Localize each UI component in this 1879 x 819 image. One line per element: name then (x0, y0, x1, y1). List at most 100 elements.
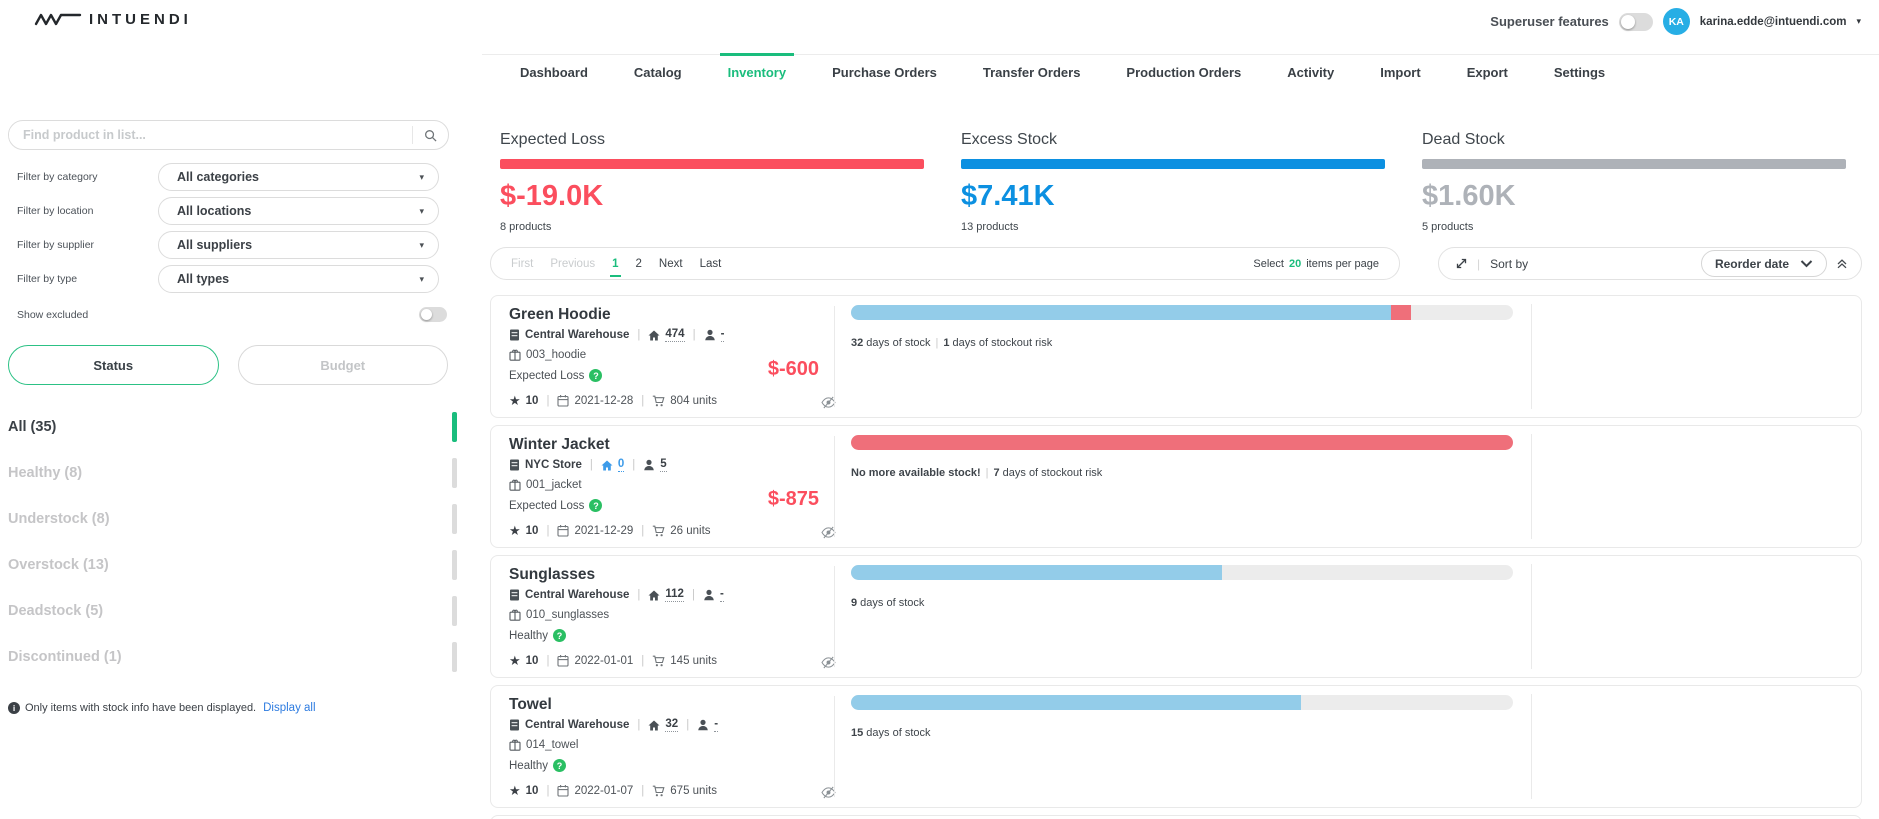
question-icon[interactable]: ? (553, 629, 566, 642)
expected-loss-value: $-600 (767, 358, 819, 380)
hide-product-button[interactable] (821, 526, 836, 539)
sidebar-item-all-35[interactable]: All (35) (0, 404, 457, 450)
product-status-label: Expected Loss (509, 499, 585, 512)
tab-settings[interactable]: Settings (1553, 65, 1606, 80)
question-icon[interactable]: ? (589, 369, 603, 382)
filter-value: All suppliers (177, 238, 253, 252)
status-filter-list: All (35) Healthy (8) Understock (8) Over… (0, 404, 457, 680)
tab-import[interactable]: Import (1380, 65, 1421, 80)
product-card-green-hoodie[interactable]: Green Hoodie Central Warehouse | 474 | -… (490, 295, 1862, 418)
kpi-value: $1.60K (1422, 180, 1516, 212)
star-icon: ★ (509, 652, 521, 668)
status-label: Healthy (8) (8, 465, 83, 481)
tab-export[interactable]: Export (1466, 65, 1508, 80)
stock-bar-area: 32 days of stock | 1 days of stockout risk (851, 305, 1513, 349)
filter-select-type[interactable]: All types ▾ (158, 265, 439, 293)
stock-bar (851, 305, 1513, 320)
tab-dashboard[interactable]: Dashboard (520, 65, 588, 80)
hide-product-button[interactable] (821, 656, 836, 669)
sidebar-item-overstock-13[interactable]: Overstock (13) (0, 542, 457, 588)
hide-product-button[interactable] (821, 786, 836, 799)
product-card-towel[interactable]: Towel Central Warehouse | 32 | - 014_tow… (490, 685, 1862, 808)
question-icon[interactable]: ? (589, 499, 603, 512)
sidebar-item-discontinued-1[interactable]: Discontinued (1) (0, 634, 457, 680)
filter-select-location[interactable]: All locations ▾ (158, 197, 439, 225)
on-hand-value[interactable]: 112 (665, 588, 684, 602)
on-hand-value[interactable]: 32 (665, 718, 679, 732)
logo-text: INTUENDI (89, 10, 192, 28)
tab-purchase-orders[interactable]: Purchase Orders (832, 65, 937, 80)
kpi-products-count: 8 products (500, 221, 552, 233)
pagination-first[interactable]: First (511, 257, 534, 270)
user-email[interactable]: karina.edde@intuendi.com (1699, 15, 1847, 28)
on-hand-value[interactable]: 0 (617, 458, 625, 472)
expand-icon[interactable] (1455, 257, 1468, 270)
pagination-previous[interactable]: Previous (550, 257, 596, 270)
pagination-last[interactable]: Last (699, 257, 722, 270)
product-card-winter-jacket[interactable]: Winter Jacket NYC Store | 0 | 5 001_jack… (490, 425, 1862, 548)
pagination-next[interactable]: Next (658, 257, 683, 270)
product-sku: 001_jacket (526, 478, 582, 491)
on-hand-value[interactable]: 474 (665, 328, 685, 342)
sort-direction-icon[interactable] (1837, 258, 1847, 269)
kpi-value: $7.41K (961, 180, 1055, 212)
sort-field-select[interactable]: Reorder date (1700, 250, 1827, 277)
user-menu-caret-icon[interactable]: ▾ (1856, 16, 1861, 26)
tab-inventory[interactable]: Inventory (719, 53, 794, 88)
sidebar-item-deadstock-5[interactable]: Deadstock (5) (0, 588, 457, 634)
per-page-value[interactable]: 20 (1288, 257, 1302, 270)
stock-bar-segment (851, 435, 1513, 450)
product-location-line: NYC Store | 0 | 5 (509, 458, 834, 472)
search-box (8, 120, 449, 150)
intuendi-logo[interactable]: INTUENDI (34, 9, 192, 29)
kpi-bar (500, 159, 924, 169)
status-button[interactable]: Status (8, 345, 219, 385)
supplier-value[interactable]: - (714, 718, 719, 732)
filter-select-supplier[interactable]: All suppliers ▾ (158, 231, 439, 259)
supplier-value[interactable]: - (720, 328, 725, 342)
search-button[interactable] (412, 126, 448, 144)
stock-bar-area: No more available stock! | 7 days of stock… (851, 435, 1513, 479)
status-label: Deadstock (5) (8, 603, 104, 619)
calendar-icon (557, 655, 570, 667)
logo-wave-icon (34, 13, 82, 26)
tab-production-orders[interactable]: Production Orders (1126, 65, 1242, 80)
product-location-line: Central Warehouse | 112 | - (509, 588, 834, 602)
tab-transfer-orders[interactable]: Transfer Orders (982, 65, 1081, 80)
product-card-sunglasses[interactable]: Sunglasses Central Warehouse | 112 | - 0… (490, 555, 1862, 678)
home-icon (648, 330, 660, 340)
filter-select-category[interactable]: All categories ▾ (158, 163, 439, 191)
cart-icon (653, 785, 665, 796)
pagination-page-2[interactable]: 2 (635, 257, 642, 270)
status-indicator-bar (452, 504, 457, 534)
filter-row: Filter by supplier All suppliers ▾ (0, 231, 457, 259)
display-all-link[interactable]: Display all (263, 702, 316, 714)
sidebar-item-understock-8[interactable]: Understock (8) (0, 496, 457, 542)
status-indicator-bar (452, 458, 457, 488)
stock-bar-segment (1390, 305, 1412, 320)
superuser-toggle[interactable] (1618, 12, 1653, 31)
pagination-page-1[interactable]: 1 (609, 257, 622, 277)
card-divider (1531, 694, 1532, 799)
card-divider (834, 436, 835, 537)
hide-product-button[interactable] (821, 396, 836, 409)
show-excluded-toggle[interactable] (419, 307, 447, 322)
search-input[interactable] (9, 128, 412, 142)
product-card-partial (490, 815, 1862, 819)
divider: | (1477, 256, 1481, 271)
tab-activity[interactable]: Activity (1287, 65, 1335, 80)
eye-slash-icon (821, 656, 836, 669)
stock-bar (851, 565, 1513, 580)
avatar[interactable]: KA (1662, 8, 1690, 35)
sidebar-item-healthy-8[interactable]: Healthy (8) (0, 450, 457, 496)
tab-catalog[interactable]: Catalog (633, 65, 682, 80)
warehouse-name: NYC Store (525, 459, 582, 471)
supplier-value[interactable]: - (719, 588, 724, 602)
filter-row: Filter by location All locations ▾ (0, 197, 457, 225)
budget-button[interactable]: Budget (237, 345, 448, 385)
supplier-value[interactable]: 5 (660, 458, 667, 472)
product-name: Sunglasses (509, 566, 596, 583)
question-icon[interactable]: ? (553, 759, 566, 772)
